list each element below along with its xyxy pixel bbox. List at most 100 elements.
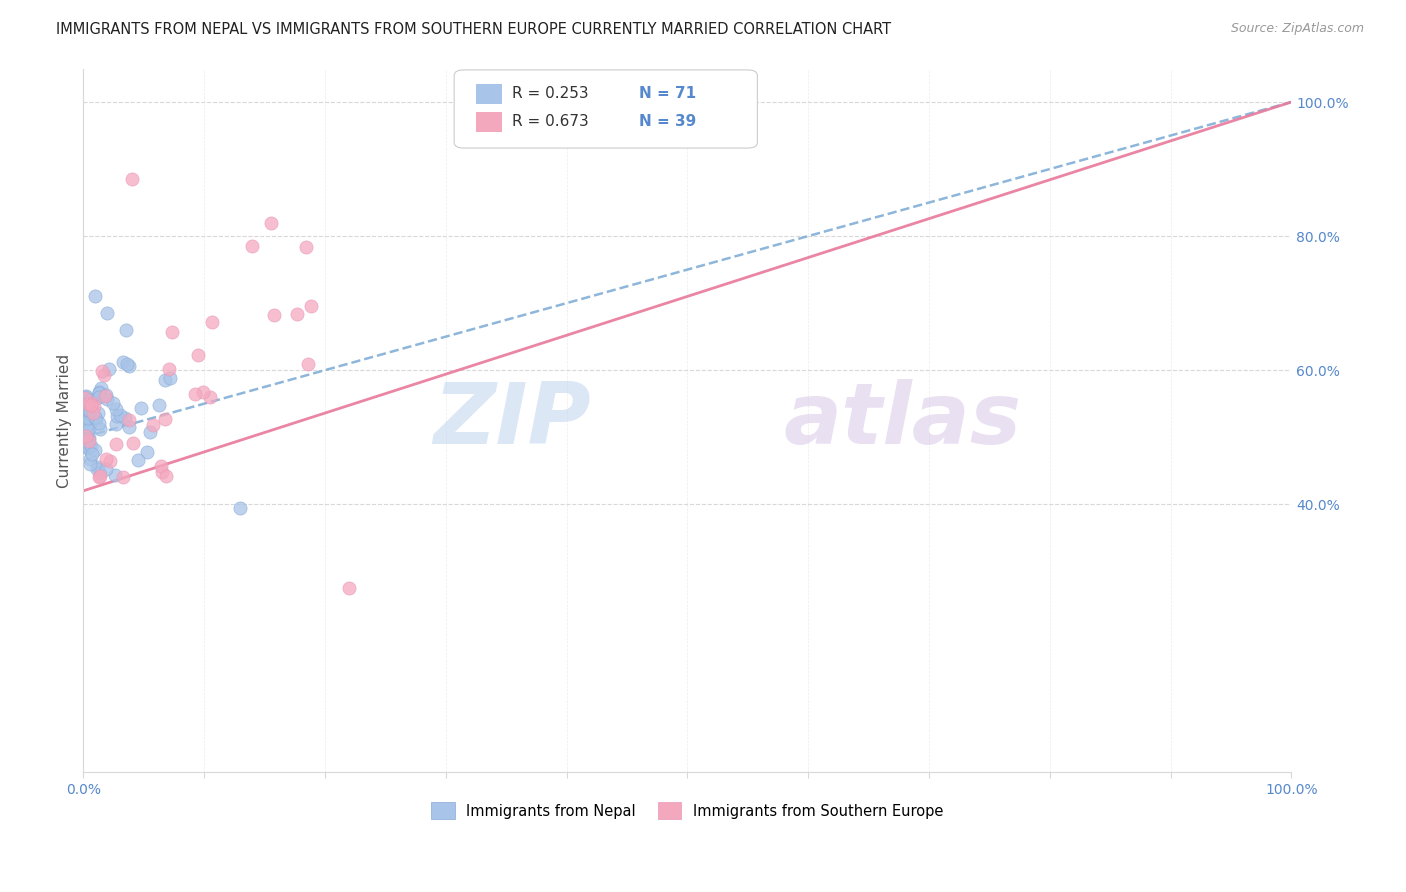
Point [79, 392, 101, 407]
Point [77, 417, 100, 431]
Point [242, 239, 264, 253]
Point [80, 398, 103, 412]
Point [83, 399, 105, 413]
Point [86, 462, 108, 476]
Point [159, 361, 181, 376]
Point [160, 325, 183, 339]
Point [73, 392, 96, 407]
Point [149, 459, 172, 474]
Point [105, 401, 128, 416]
Point [76, 422, 98, 436]
Text: R = 0.253: R = 0.253 [512, 86, 589, 101]
Text: N = 39: N = 39 [638, 114, 696, 128]
Point [79, 403, 101, 417]
Point [118, 420, 141, 434]
Point [75, 394, 97, 409]
Point [122, 435, 145, 450]
Point [114, 411, 136, 425]
Point [77, 407, 100, 421]
Point [148, 398, 170, 412]
Point [201, 315, 224, 329]
Point [87, 406, 110, 420]
Point [259, 216, 281, 230]
Point [76, 432, 98, 446]
Point [295, 240, 318, 254]
Point [87, 384, 110, 399]
Point [96, 388, 118, 402]
Point [108, 408, 131, 422]
Point [115, 357, 138, 371]
Point [96, 452, 118, 467]
Point [139, 425, 162, 439]
Point [76, 439, 98, 453]
Point [142, 418, 165, 433]
Point [79, 457, 101, 471]
Point [285, 307, 308, 321]
Point [89, 468, 111, 483]
Point [76, 421, 98, 435]
Point [75, 419, 97, 434]
Point [229, 500, 252, 515]
Point [76, 432, 98, 446]
Point [87, 391, 110, 405]
Point [191, 385, 214, 400]
Point [89, 470, 111, 484]
FancyBboxPatch shape [475, 84, 502, 103]
Point [76, 402, 98, 417]
Point [155, 468, 177, 483]
Point [337, 581, 360, 595]
Text: R = 0.673: R = 0.673 [512, 114, 589, 128]
Y-axis label: Currently Married: Currently Married [58, 353, 72, 488]
Point [114, 323, 136, 337]
Point [80, 447, 103, 461]
Point [94, 389, 117, 403]
Point [135, 445, 157, 459]
Point [104, 467, 127, 482]
Point [84, 409, 107, 424]
Point [94, 461, 117, 475]
Point [118, 413, 141, 427]
Point [75, 429, 97, 443]
Point [76, 435, 98, 450]
Point [76, 440, 98, 454]
Point [89, 390, 111, 404]
Point [111, 469, 134, 483]
Point [77, 422, 100, 436]
Point [184, 386, 207, 401]
Point [98, 361, 121, 376]
Point [129, 401, 152, 415]
Text: IMMIGRANTS FROM NEPAL VS IMMIGRANTS FROM SOUTHERN EUROPE CURRENTLY MARRIED CORRE: IMMIGRANTS FROM NEPAL VS IMMIGRANTS FROM… [56, 22, 891, 37]
Point [105, 436, 128, 450]
Point [73, 391, 96, 405]
Point [297, 357, 319, 371]
Point [159, 370, 181, 384]
Point [91, 364, 114, 378]
Point [107, 409, 129, 423]
Point [150, 465, 173, 479]
Point [187, 348, 209, 362]
Point [77, 411, 100, 425]
FancyBboxPatch shape [454, 70, 758, 148]
Point [153, 373, 176, 387]
Point [198, 390, 221, 404]
Legend: Immigrants from Nepal, Immigrants from Southern Europe: Immigrants from Nepal, Immigrants from S… [426, 797, 949, 825]
FancyBboxPatch shape [475, 112, 502, 132]
Point [127, 453, 149, 467]
Point [87, 386, 110, 401]
Point [153, 412, 176, 426]
Text: atlas: atlas [785, 379, 1022, 462]
Point [89, 467, 111, 481]
Point [84, 289, 107, 303]
Point [77, 401, 100, 416]
Point [75, 388, 97, 402]
Point [87, 416, 110, 430]
Point [84, 442, 107, 457]
Point [77, 441, 100, 455]
Point [263, 309, 285, 323]
Point [77, 431, 100, 445]
Point [77, 397, 100, 411]
Point [98, 454, 121, 468]
Point [77, 406, 100, 420]
Point [75, 403, 97, 417]
Point [118, 359, 141, 373]
